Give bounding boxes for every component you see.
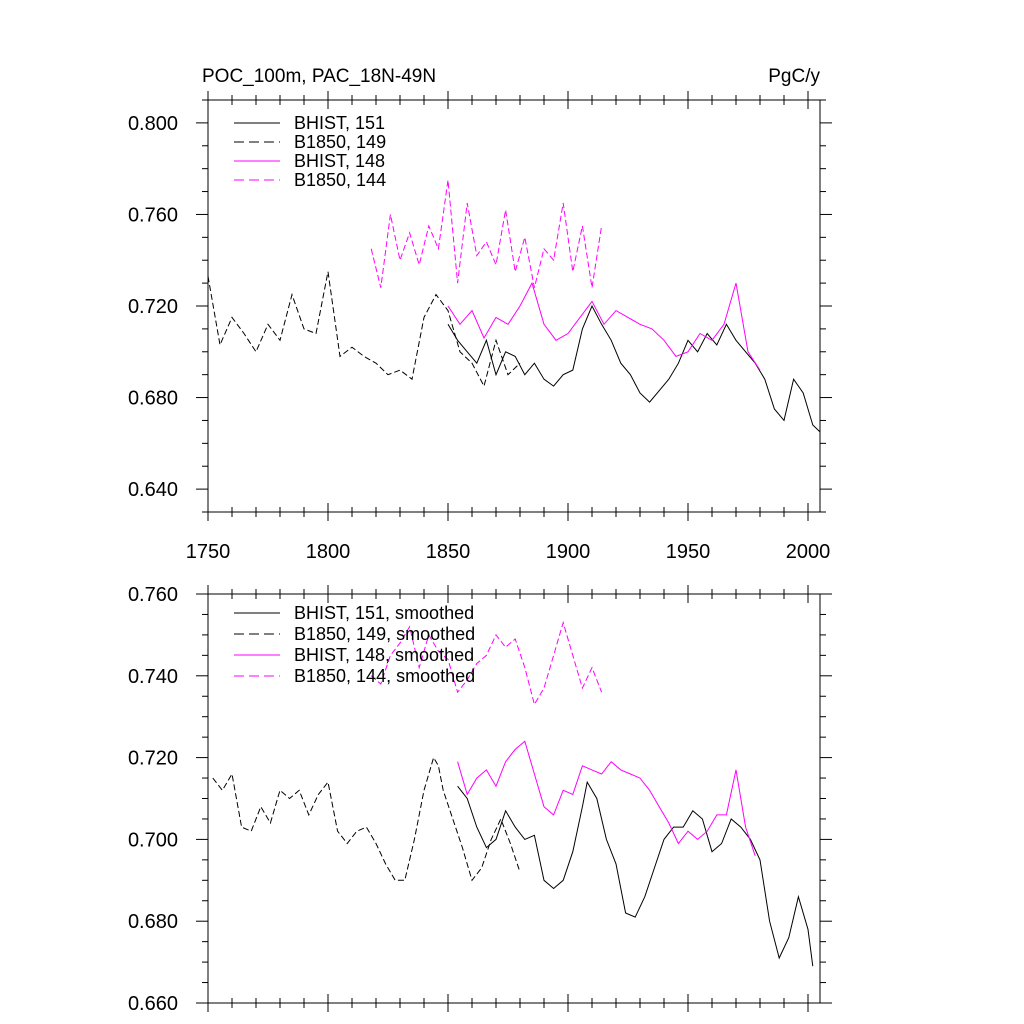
x-tick-label: 1900 bbox=[546, 541, 591, 563]
series-line bbox=[457, 740, 756, 856]
units-label: PgC/y bbox=[768, 66, 820, 87]
series-line bbox=[370, 180, 603, 288]
legend-label: BHIST, 151 bbox=[294, 113, 385, 133]
y-tick-label: 0.720 bbox=[128, 748, 178, 770]
x-tick-label: 1950 bbox=[666, 541, 711, 563]
legend-label: B1850, 144 bbox=[294, 170, 386, 190]
chart-title: POC_100m, PAC_18N-49N bbox=[202, 66, 436, 87]
top-panel: 1750 1800 1850 1900 1950 2000 0.640 0.680 0.720 0… bbox=[128, 91, 832, 563]
bottom-panel: 0.660 0.680 0.700 0.720 0.740 0.760 BHIST, 151… bbox=[128, 584, 832, 1015]
y-tick-label: 0.740 bbox=[128, 666, 178, 688]
legend-label: B1850, 149 bbox=[294, 132, 386, 152]
legend-label: B1850, 149, smoothed bbox=[294, 624, 475, 644]
series-line bbox=[457, 780, 814, 967]
legend-label: BHIST, 148 bbox=[294, 151, 385, 171]
y-tick-label: 0.760 bbox=[128, 204, 178, 226]
y-tick-label: 0.680 bbox=[128, 911, 178, 933]
y-tick-label: 0.640 bbox=[128, 479, 178, 501]
y-tick-label: 0.800 bbox=[128, 113, 178, 135]
x-tick-label: 2000 bbox=[786, 541, 831, 563]
series-line bbox=[207, 271, 521, 388]
y-tick-label: 0.680 bbox=[128, 388, 178, 410]
x-tick-label: 1850 bbox=[426, 541, 471, 563]
series-line bbox=[212, 756, 521, 882]
y-tick-label: 0.660 bbox=[128, 993, 178, 1015]
y-tick-label: 0.720 bbox=[128, 296, 178, 318]
y-tick-label: 0.700 bbox=[128, 829, 178, 851]
series-line bbox=[447, 281, 761, 371]
x-tick-label: 1800 bbox=[306, 541, 351, 563]
series-line bbox=[447, 304, 821, 433]
y-tick-label: 0.760 bbox=[128, 584, 178, 606]
legend-label: B1850, 144, smoothed bbox=[294, 666, 475, 686]
legend-label: BHIST, 148, smoothed bbox=[294, 645, 474, 665]
x-tick-label: 1750 bbox=[186, 541, 231, 563]
legend-label: BHIST, 151, smoothed bbox=[294, 603, 474, 623]
series-line bbox=[370, 620, 603, 706]
